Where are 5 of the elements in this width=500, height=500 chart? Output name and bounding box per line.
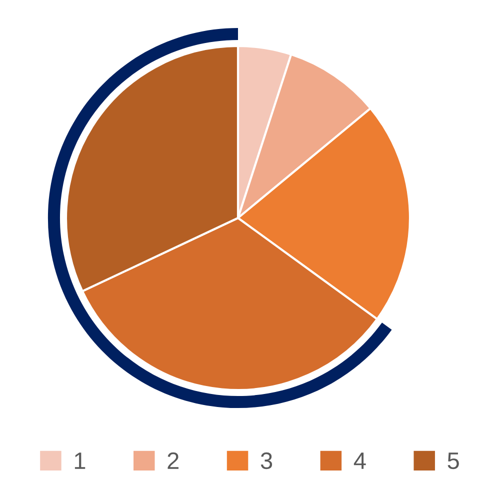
legend-label: 2 <box>168 452 178 469</box>
legend-label: 4 <box>354 452 366 469</box>
legend-label: 5 <box>448 452 459 470</box>
legend-label: 3 <box>260 452 272 470</box>
legend-label: 1 <box>74 452 86 469</box>
